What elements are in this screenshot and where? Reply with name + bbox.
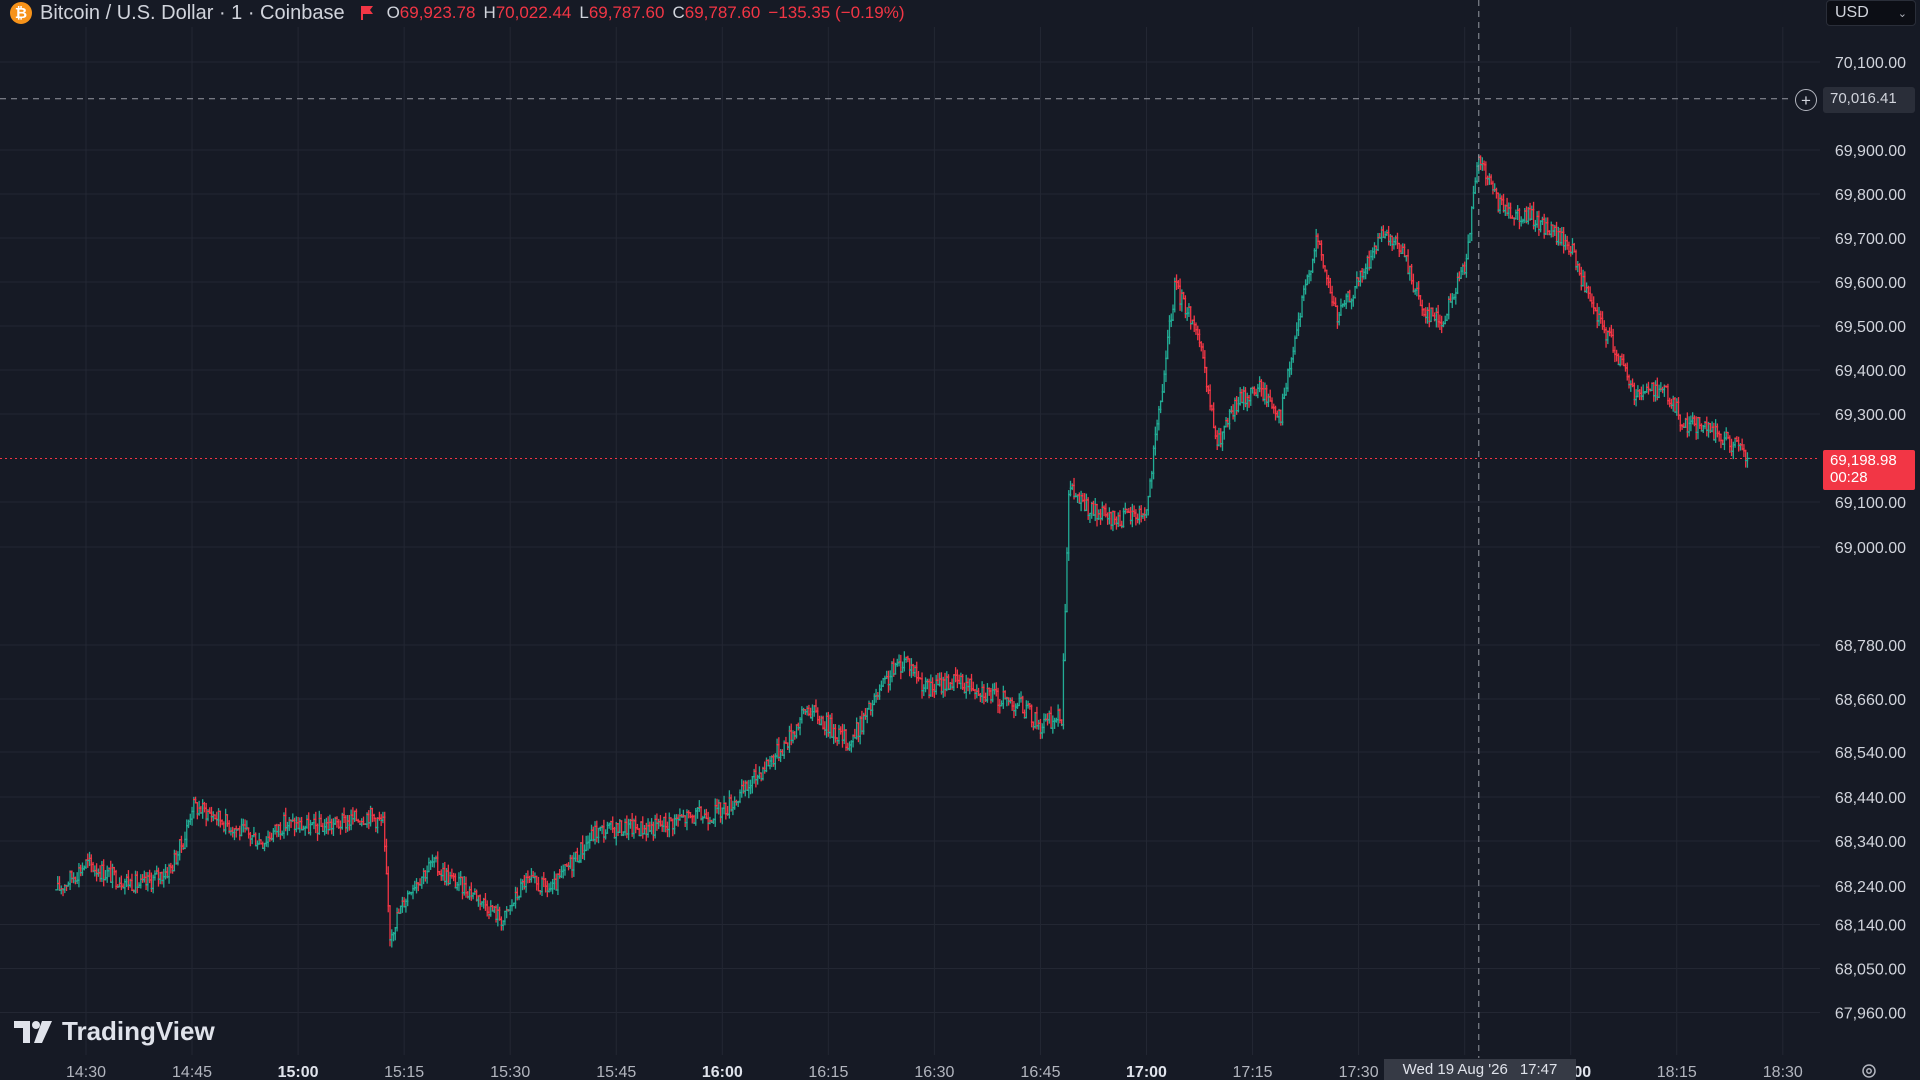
price-tick-label: 70,100.00 (1835, 55, 1906, 72)
flag-icon[interactable] (359, 5, 375, 21)
price-tick-label: 67,960.00 (1835, 1006, 1906, 1023)
close-key: C (672, 3, 685, 22)
time-tick-label: 15:00 (278, 1064, 319, 1080)
time-tick-label: 18:15 (1657, 1064, 1697, 1080)
change-value: −135.35 (−0.19%) (768, 3, 905, 22)
ohlc-bars (55, 154, 1750, 948)
price-tick-label: 69,800.00 (1835, 187, 1906, 204)
ohlc-bar (1744, 452, 1750, 468)
price-tick-label: 68,540.00 (1835, 745, 1906, 762)
high-key: H (483, 3, 496, 22)
last-price-label: 69,198.98 00:28 (1823, 450, 1915, 490)
crosshair-time: 17:47 (1519, 1061, 1558, 1078)
time-tick-label: 15:15 (384, 1064, 424, 1080)
open-key: O (386, 3, 400, 22)
plus-icon[interactable]: + (1795, 89, 1817, 111)
overlay-lines (0, 0, 1820, 1058)
time-tick-label: 15:45 (596, 1064, 636, 1080)
price-tick-label: 69,000.00 (1835, 540, 1906, 557)
low-value: 69,787.60 (588, 3, 665, 22)
tradingview-logo[interactable]: TradingView (14, 1016, 215, 1047)
time-tick-label: 16:00 (702, 1064, 743, 1080)
grid (0, 27, 1820, 1055)
time-tick-label: 16:15 (808, 1064, 848, 1080)
price-axis[interactable]: 67,960.00 68,050.00 68,140.00 68,240.00 68,3… (1835, 55, 1906, 1023)
price-tick-label: 68,780.00 (1835, 638, 1906, 655)
symbol-title[interactable]: Bitcoin / U.S. Dollar · 1 · Coinbase (40, 1, 345, 24)
bar-countdown: 00:28 (1830, 469, 1868, 486)
chevron-down-icon: ⌄ (1897, 7, 1907, 20)
low-key: L (579, 3, 589, 22)
ohlc-bar (1060, 653, 1066, 730)
last-price-value: 69,198.98 (1830, 452, 1897, 469)
ohlc-values: O69,923.78 H70,022.44 L69,787.60 C69,787… (387, 3, 905, 23)
price-tick-label: 69,700.00 (1835, 231, 1906, 248)
time-tick-label: 17:00 (1126, 1064, 1167, 1080)
tradingview-logo-icon (14, 1020, 52, 1043)
time-tick-label: 17:15 (1233, 1064, 1273, 1080)
price-tick-label: 68,240.00 (1835, 879, 1906, 896)
time-tick-label: 17:30 (1339, 1064, 1379, 1080)
crosshair-date: Wed 19 Aug '26 (1402, 1061, 1508, 1078)
close-value: 69,787.60 (684, 3, 761, 22)
time-tick-label: 14:30 (66, 1064, 106, 1080)
price-tick-label: 69,600.00 (1835, 275, 1906, 292)
price-tick-label: 68,050.00 (1835, 962, 1906, 979)
crosshair-time-label: Wed 19 Aug '26 17:47 (1384, 1059, 1576, 1080)
price-tick-label: 69,900.00 (1835, 143, 1906, 160)
price-tick-label: 68,340.00 (1835, 834, 1906, 851)
time-axis[interactable]: 14:30 14:45 15:00 15:15 15:30 15:45 16:00 16:15… (66, 1064, 1803, 1080)
currency-value: USD (1835, 4, 1869, 21)
price-tick-label: 68,660.00 (1835, 692, 1906, 709)
currency-select[interactable]: USD ⌄ (1826, 0, 1916, 26)
price-tick-label: 69,300.00 (1835, 407, 1906, 424)
symbol-legend: ₿ Bitcoin / U.S. Dollar · 1 · Coinbase O… (10, 0, 905, 26)
price-tick-label: 69,100.00 (1835, 495, 1906, 512)
price-tick-label: 69,400.00 (1835, 363, 1906, 380)
time-tick-label: 14:45 (172, 1064, 212, 1080)
time-tick-label: 15:30 (490, 1064, 530, 1080)
open-value: 69,923.78 (399, 3, 476, 22)
price-tick-label: 68,140.00 (1835, 918, 1906, 935)
price-tick-label: 68,440.00 (1835, 790, 1906, 807)
price-tick-label: 69,500.00 (1835, 319, 1906, 336)
crosshair-price-label: 70,016.41 (1823, 87, 1915, 113)
time-tick-label: 16:45 (1020, 1064, 1060, 1080)
high-value: 70,022.44 (495, 3, 572, 22)
gear-icon[interactable] (1860, 1062, 1878, 1080)
time-tick-label: 16:30 (914, 1064, 954, 1080)
bitcoin-icon: ₿ (10, 2, 32, 24)
ohlc-bar (1062, 603, 1068, 662)
logo-text: TradingView (62, 1016, 215, 1046)
time-tick-label: 18:30 (1763, 1064, 1803, 1080)
